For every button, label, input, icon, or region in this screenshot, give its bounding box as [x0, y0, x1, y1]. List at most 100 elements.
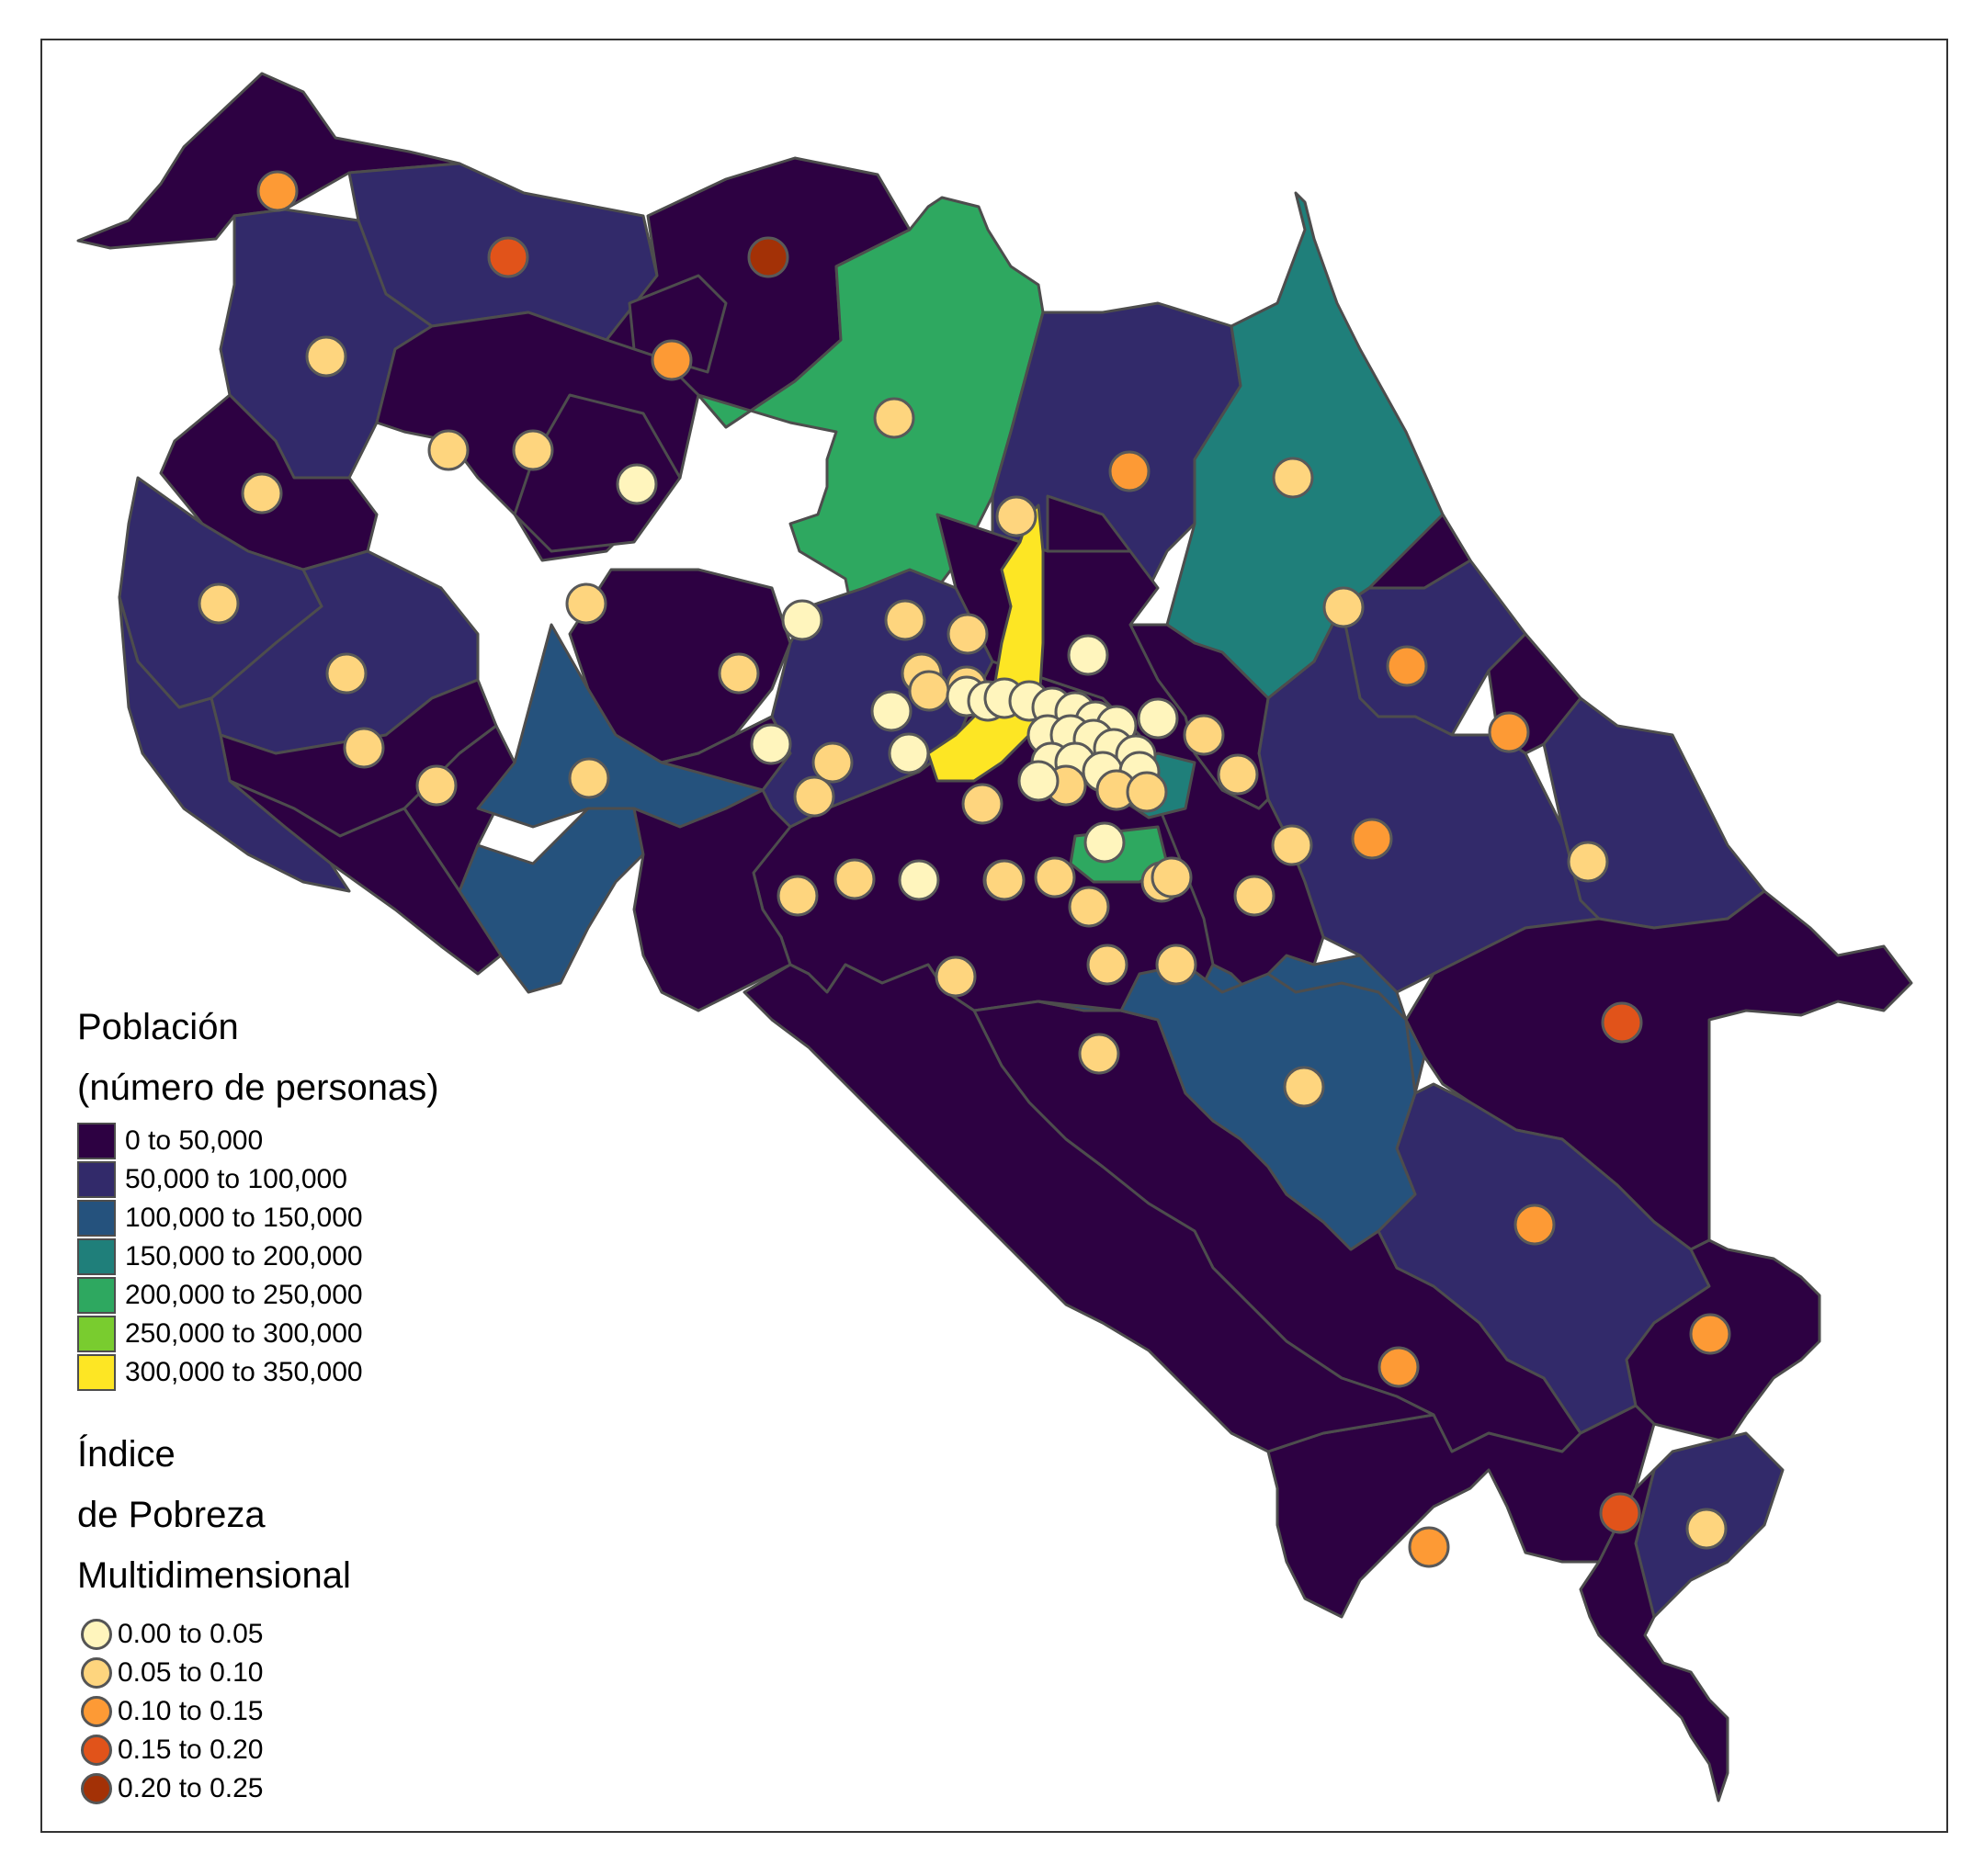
- population-legend-swatch: [77, 1123, 116, 1159]
- population-legend-label: 300,000 to 350,000: [125, 1357, 363, 1387]
- poverty-legend-symbol: [81, 1657, 112, 1689]
- poverty-symbol: [651, 339, 693, 381]
- poverty-symbol: [777, 875, 819, 917]
- poverty-symbol: [947, 613, 989, 655]
- poverty-symbol: [427, 429, 470, 471]
- population-legend-item: 50,000 to 100,000: [77, 1160, 439, 1199]
- poverty-symbol: [995, 495, 1037, 537]
- population-legend-item: 100,000 to 150,000: [77, 1199, 439, 1237]
- poverty-symbol: [565, 582, 607, 625]
- canton-region: [118, 595, 351, 893]
- poverty-index-symbols: [198, 170, 1731, 1568]
- map-frame: [40, 39, 1948, 1833]
- poverty-symbol: [718, 652, 760, 695]
- poverty-symbol: [908, 670, 950, 712]
- poverty-symbol: [1601, 1001, 1643, 1044]
- poverty-legend-item: 0.15 to 0.20: [77, 1731, 351, 1769]
- poverty-symbol: [1086, 944, 1128, 986]
- population-legend-title: Población: [77, 1007, 239, 1047]
- poverty-symbol: [1068, 886, 1110, 928]
- poverty-symbol: [1108, 450, 1151, 492]
- poverty-legend-item: 0.05 to 0.10: [77, 1654, 351, 1692]
- poverty-legend-item: 0.00 to 0.05: [77, 1615, 351, 1654]
- poverty-symbol: [325, 652, 368, 695]
- poverty-symbol: [1183, 714, 1225, 756]
- poverty-symbol: [1351, 818, 1393, 860]
- poverty-symbol: [616, 463, 658, 505]
- poverty-symbol: [873, 397, 915, 439]
- population-legend-swatch: [77, 1316, 116, 1352]
- canton-region: [1046, 494, 1132, 553]
- poverty-legend-item: 0.20 to 0.25: [77, 1769, 351, 1808]
- population-legend-subtitle: (número de personas): [77, 1068, 439, 1108]
- poverty-legend-title-3: Multidimensional: [77, 1555, 351, 1596]
- poverty-symbol: [888, 732, 930, 774]
- population-legend-item: 0 to 50,000: [77, 1122, 439, 1160]
- population-legend-swatch: [77, 1277, 116, 1314]
- poverty-symbol: [1151, 856, 1193, 898]
- population-legend-swatch: [77, 1354, 116, 1391]
- poverty-legend-label: 0.20 to 0.25: [118, 1773, 264, 1803]
- poverty-symbol: [750, 723, 792, 765]
- poverty-symbol: [1599, 1492, 1641, 1534]
- poverty-legend: Índice de Pobreza Multidimensional 0.00 …: [77, 1424, 351, 1808]
- poverty-symbol: [241, 472, 283, 514]
- canton-regions: [76, 72, 1913, 1803]
- poverty-symbol: [305, 335, 347, 378]
- poverty-legend-title-1: Índice: [77, 1434, 176, 1475]
- poverty-symbol: [568, 757, 610, 799]
- canton-region: [228, 779, 503, 976]
- poverty-symbol: [198, 582, 240, 625]
- poverty-symbol: [1126, 771, 1168, 813]
- poverty-symbol: [1488, 711, 1530, 753]
- poverty-symbol: [256, 170, 299, 212]
- poverty-symbol: [833, 858, 876, 900]
- poverty-symbol: [1034, 856, 1076, 898]
- poverty-symbol: [1377, 1346, 1420, 1388]
- poverty-legend-symbol: [81, 1735, 112, 1766]
- poverty-symbol: [1514, 1204, 1556, 1246]
- poverty-symbol: [1155, 944, 1197, 986]
- poverty-symbol: [512, 429, 554, 471]
- poverty-symbol: [1283, 1066, 1325, 1108]
- poverty-symbol: [1567, 841, 1609, 883]
- poverty-symbol: [1386, 645, 1428, 687]
- population-legend-swatch: [77, 1161, 116, 1198]
- poverty-symbol: [487, 236, 529, 278]
- population-legend-item: 150,000 to 200,000: [77, 1237, 439, 1276]
- population-legend-swatch: [77, 1238, 116, 1275]
- population-legend-item: 250,000 to 300,000: [77, 1315, 439, 1353]
- poverty-symbol: [870, 690, 913, 732]
- population-legend-label: 50,000 to 100,000: [125, 1164, 347, 1194]
- poverty-symbol: [1083, 821, 1126, 864]
- population-legend-label: 0 to 50,000: [125, 1125, 264, 1156]
- poverty-symbol: [1233, 875, 1275, 917]
- poverty-symbol: [1017, 760, 1060, 802]
- poverty-symbol: [1689, 1313, 1731, 1355]
- population-legend-swatch: [77, 1200, 116, 1237]
- poverty-symbol: [983, 859, 1026, 901]
- poverty-symbol: [935, 955, 977, 998]
- poverty-symbol: [898, 859, 940, 901]
- poverty-symbol: [1271, 824, 1313, 866]
- poverty-legend-label: 0.10 to 0.15: [118, 1696, 264, 1726]
- poverty-symbol: [1272, 457, 1314, 499]
- poverty-legend-title-2: de Pobreza: [77, 1495, 266, 1535]
- poverty-legend-symbol: [81, 1619, 112, 1650]
- poverty-symbol: [1137, 697, 1179, 740]
- poverty-legend-label: 0.15 to 0.20: [118, 1735, 264, 1765]
- poverty-legend-label: 0.05 to 0.10: [118, 1657, 264, 1688]
- poverty-symbol: [781, 599, 823, 641]
- poverty-legend-items: 0.00 to 0.05 0.05 to 0.10 0.10 to 0.15 0.15…: [77, 1615, 351, 1808]
- poverty-symbol: [747, 236, 789, 278]
- poverty-symbol: [1408, 1526, 1450, 1568]
- population-legend: Población (número de personas) 0 to 50,0…: [77, 997, 439, 1392]
- poverty-symbol: [415, 764, 458, 807]
- population-legend-label: 100,000 to 150,000: [125, 1203, 363, 1233]
- poverty-symbol: [1685, 1508, 1728, 1550]
- poverty-legend-symbol: [81, 1696, 112, 1727]
- population-legend-label: 200,000 to 250,000: [125, 1280, 363, 1310]
- poverty-legend-label: 0.00 to 0.05: [118, 1619, 264, 1649]
- poverty-symbol: [1322, 586, 1365, 628]
